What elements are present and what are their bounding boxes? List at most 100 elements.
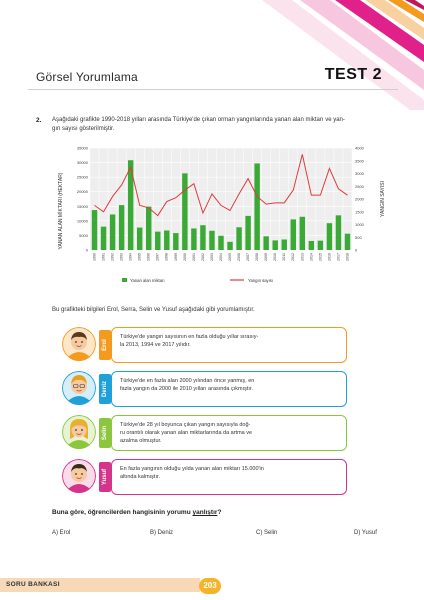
y-tick-right: 1000 — [355, 222, 365, 227]
comment-erol-line-1: Türkiye'de yangın sayısının en fazla old… — [120, 334, 259, 340]
option-c[interactable]: C) Selin — [256, 530, 278, 536]
bar-1990 — [91, 210, 98, 250]
bar-2015 — [317, 240, 324, 250]
comment-selin-line-1: Türkiye'de 28 yıl boyunca çıkan yangın s… — [120, 422, 251, 428]
y-tick-left: 25000 — [77, 175, 89, 180]
page-number: 203 — [199, 578, 221, 594]
x-tick-1994: 1994 — [129, 253, 133, 261]
x-tick-2000: 2000 — [183, 253, 187, 261]
x-tick-2013: 2013 — [300, 253, 304, 261]
comment-yusuf-line-1: En fazla yangının olduğu yılda yanan ala… — [120, 466, 264, 472]
x-tick-2010: 2010 — [273, 253, 277, 261]
x-tick-2017: 2017 — [336, 253, 340, 261]
y-tick-right: 3000 — [355, 171, 365, 176]
student-tag-erol: Erol — [99, 330, 111, 360]
student-tag-selin: Selin — [99, 418, 111, 448]
x-tick-2009: 2009 — [264, 253, 268, 261]
y-tick-left: 30000 — [77, 160, 89, 165]
legend-label-line: Yangın sayısı — [248, 278, 273, 283]
x-tick-2015: 2015 — [318, 253, 322, 261]
comment-yusuf-line-2: altında kalmıştır. — [120, 474, 161, 480]
y-tick-left: 20000 — [77, 189, 89, 194]
bar-2013 — [299, 216, 306, 250]
student-name-erol: Erol — [102, 339, 108, 351]
bar-2000 — [182, 173, 188, 250]
student-name-yusuf: Yusuf — [102, 468, 108, 486]
bar-2016 — [326, 223, 333, 250]
y-tick-left: 0 — [86, 248, 89, 253]
x-tick-1992: 1992 — [111, 253, 115, 261]
comment-deniz-line-2: fazla yangın da 2000 ile 2010 yılları ar… — [120, 386, 253, 392]
x-tick-2006: 2006 — [237, 253, 241, 261]
bar-2003 — [209, 230, 215, 250]
x-tick-1993: 1993 — [120, 253, 124, 261]
legend-swatch-bar — [122, 278, 127, 282]
bar-2008 — [254, 163, 260, 250]
y-tick-right: 2500 — [355, 184, 365, 189]
bar-1997 — [155, 231, 161, 250]
footer-band — [0, 578, 200, 592]
x-tick-1990: 1990 — [92, 253, 96, 261]
option-b[interactable]: B) Deniz — [150, 530, 174, 536]
bar-2001 — [191, 228, 197, 250]
bar-2012 — [290, 219, 296, 250]
bar-1998 — [164, 230, 170, 250]
bar-2004 — [218, 235, 224, 250]
x-tick-1998: 1998 — [165, 253, 169, 261]
x-tick-2007: 2007 — [246, 253, 250, 261]
x-tick-2003: 2003 — [210, 253, 214, 261]
test-label: TEST 2 — [324, 66, 382, 83]
student-card-selin: Selin Türkiye'de 28 yıl boyunca çıkan ya… — [52, 415, 362, 451]
y-axis-label-right: YANGIN SAYISI — [380, 181, 386, 217]
y-tick-left: 5000 — [79, 233, 89, 238]
x-tick-1996: 1996 — [147, 253, 151, 261]
x-tick-2001: 2001 — [192, 253, 196, 261]
bar-1993 — [118, 205, 125, 250]
bar-2009 — [263, 236, 269, 250]
x-tick-2008: 2008 — [255, 253, 259, 261]
question-prompt-emphasis: yanlıştır — [192, 509, 218, 516]
header-divider — [28, 89, 398, 90]
x-tick-2005: 2005 — [228, 253, 232, 261]
y-tick-left: 35000 — [77, 146, 89, 151]
y-tick-left: 15000 — [77, 204, 89, 209]
comment-selin-line-2: ru orantılı olarak yanan alan miktarları… — [120, 430, 253, 436]
bar-1995 — [136, 227, 143, 250]
x-tick-1991: 1991 — [102, 253, 106, 261]
legend-label-bar: Yanan alan miktarı — [130, 278, 165, 283]
bar-1992 — [109, 214, 116, 250]
student-card-deniz: Deniz Türkiye'de en fazla alan 2000 yılı… — [52, 371, 362, 407]
bar-2017 — [335, 215, 342, 250]
option-d[interactable]: D) Yusuf — [354, 530, 377, 536]
question-text: Aşağıdaki grafikte 1990-2018 yılları ara… — [52, 116, 392, 133]
y-tick-right: 1500 — [355, 209, 365, 214]
x-tick-2014: 2014 — [309, 253, 313, 261]
avatar-yusuf — [62, 459, 96, 493]
y-tick-right: 0 — [355, 248, 358, 253]
question-text-line-1: Aşağıdaki grafikte 1990-2018 yılları ara… — [52, 117, 345, 123]
option-a[interactable]: A) Erol — [52, 530, 71, 536]
bar-1994 — [127, 160, 134, 250]
bar-2018 — [344, 233, 351, 250]
student-tag-yusuf: Yusuf — [99, 462, 111, 492]
footer-book-title: SORU BANKASI — [6, 581, 60, 588]
x-tick-2002: 2002 — [201, 253, 205, 261]
comment-bubble-erol: Türkiye'de yangın sayısının en fazla old… — [111, 327, 347, 363]
comment-bubble-yusuf: En fazla yangının olduğu yılda yanan ala… — [111, 459, 347, 495]
x-tick-2016: 2016 — [327, 253, 331, 261]
bar-2005 — [227, 241, 233, 250]
y-tick-left: 10000 — [77, 218, 89, 223]
plot-area — [90, 148, 352, 250]
avatar-erol — [62, 327, 96, 361]
y-tick-right: 500 — [355, 235, 362, 240]
comment-erol-line-2: la 2013, 1994 ve 2017 yılıdır. — [120, 342, 191, 348]
question-prompt: Buna göre, öğrencilerden hangisinin yoru… — [52, 509, 221, 516]
y-tick-right: 4000 — [355, 146, 365, 151]
y-tick-right: 2000 — [355, 197, 365, 202]
student-card-yusuf: Yusuf En fazla yangının olduğu yılda yan… — [52, 459, 362, 495]
student-card-erol: Erol Türkiye'de yangın sayısının en fazl… — [52, 327, 362, 363]
avatar-deniz — [62, 371, 96, 405]
student-name-deniz: Deniz — [102, 380, 108, 398]
avatar-selin — [62, 415, 96, 449]
